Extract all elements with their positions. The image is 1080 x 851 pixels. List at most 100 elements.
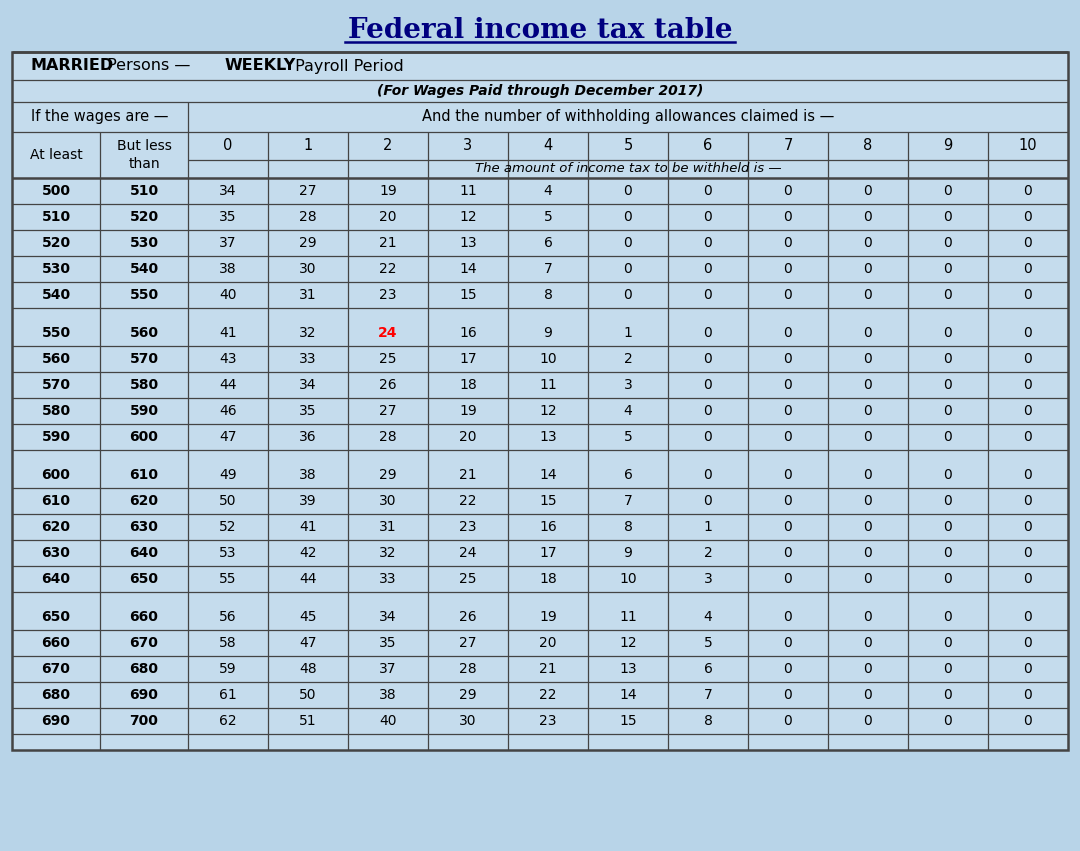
Text: 32: 32	[299, 326, 316, 340]
Text: 45: 45	[299, 610, 316, 624]
Text: 630: 630	[130, 520, 159, 534]
Text: 35: 35	[219, 210, 237, 224]
Text: 690: 690	[41, 714, 70, 728]
Text: 0: 0	[864, 688, 873, 702]
Text: 0: 0	[784, 494, 793, 508]
Text: 9: 9	[943, 139, 953, 153]
Text: 540: 540	[41, 288, 70, 302]
Text: 510: 510	[130, 184, 159, 198]
Text: (For Wages Paid through December 2017): (For Wages Paid through December 2017)	[377, 84, 703, 98]
Text: 12: 12	[459, 210, 476, 224]
Text: 24: 24	[378, 326, 397, 340]
Text: 3: 3	[704, 572, 713, 586]
Text: 0: 0	[864, 210, 873, 224]
Text: 0: 0	[1024, 404, 1032, 418]
Text: 23: 23	[539, 714, 557, 728]
Text: 2: 2	[623, 352, 633, 366]
Text: 0: 0	[784, 326, 793, 340]
Text: 10: 10	[619, 572, 637, 586]
Text: 0: 0	[864, 326, 873, 340]
Text: 5: 5	[704, 636, 713, 650]
Text: If the wages are —: If the wages are —	[31, 110, 168, 124]
Text: 0: 0	[784, 378, 793, 392]
Text: 0: 0	[704, 378, 713, 392]
Text: 52: 52	[219, 520, 237, 534]
Text: 6: 6	[703, 139, 713, 153]
Text: 55: 55	[219, 572, 237, 586]
Text: 43: 43	[219, 352, 237, 366]
Text: 30: 30	[299, 262, 316, 276]
Text: 35: 35	[299, 404, 316, 418]
Text: 50: 50	[219, 494, 237, 508]
Text: 0: 0	[784, 636, 793, 650]
Text: 2: 2	[383, 139, 393, 153]
Text: 0: 0	[944, 184, 953, 198]
Text: 570: 570	[130, 352, 159, 366]
Text: 0: 0	[1024, 688, 1032, 702]
Text: 0: 0	[944, 236, 953, 250]
Text: 0: 0	[784, 430, 793, 444]
Text: 15: 15	[619, 714, 637, 728]
Text: 13: 13	[459, 236, 476, 250]
Text: 30: 30	[459, 714, 476, 728]
Text: 3: 3	[463, 139, 473, 153]
Text: 42: 42	[299, 546, 316, 560]
Text: 50: 50	[299, 688, 316, 702]
Text: 28: 28	[379, 430, 396, 444]
Text: 580: 580	[130, 378, 159, 392]
Text: 20: 20	[379, 210, 396, 224]
Text: Payroll Period: Payroll Period	[291, 59, 404, 73]
Text: 0: 0	[944, 688, 953, 702]
Text: 47: 47	[219, 430, 237, 444]
Text: 9: 9	[543, 326, 553, 340]
Text: 0: 0	[864, 236, 873, 250]
Text: 38: 38	[379, 688, 396, 702]
Text: 33: 33	[379, 572, 396, 586]
Text: 530: 530	[130, 236, 159, 250]
Text: 19: 19	[539, 610, 557, 624]
Text: 10: 10	[1018, 139, 1037, 153]
Text: 0: 0	[704, 210, 713, 224]
Text: 37: 37	[219, 236, 237, 250]
Text: 0: 0	[784, 468, 793, 482]
Text: 660: 660	[130, 610, 159, 624]
Text: 0: 0	[784, 572, 793, 586]
Text: 25: 25	[459, 572, 476, 586]
Text: 4: 4	[543, 184, 552, 198]
Text: 570: 570	[41, 378, 70, 392]
Text: 28: 28	[299, 210, 316, 224]
Text: 0: 0	[944, 662, 953, 676]
Text: 22: 22	[539, 688, 557, 702]
Text: 0: 0	[1024, 430, 1032, 444]
Text: 0: 0	[864, 610, 873, 624]
Text: 62: 62	[219, 714, 237, 728]
Text: 540: 540	[130, 262, 159, 276]
Text: 1: 1	[303, 139, 312, 153]
Text: 11: 11	[619, 610, 637, 624]
Text: 510: 510	[41, 210, 70, 224]
Text: 14: 14	[619, 688, 637, 702]
Text: 47: 47	[299, 636, 316, 650]
Text: 17: 17	[459, 352, 476, 366]
Text: 20: 20	[539, 636, 557, 650]
Text: 11: 11	[539, 378, 557, 392]
Text: 0: 0	[864, 636, 873, 650]
Text: 0: 0	[944, 494, 953, 508]
Text: 3: 3	[623, 378, 633, 392]
Text: 0: 0	[784, 520, 793, 534]
Text: 4: 4	[623, 404, 633, 418]
Text: 6: 6	[623, 468, 633, 482]
Text: 19: 19	[459, 404, 477, 418]
Text: 0: 0	[1024, 572, 1032, 586]
Text: 0: 0	[704, 326, 713, 340]
Text: 690: 690	[130, 688, 159, 702]
Text: 0: 0	[864, 352, 873, 366]
Text: 0: 0	[944, 546, 953, 560]
Text: 0: 0	[944, 326, 953, 340]
Text: 0: 0	[1024, 636, 1032, 650]
Text: 630: 630	[41, 546, 70, 560]
Text: 0: 0	[944, 378, 953, 392]
Text: 25: 25	[379, 352, 396, 366]
Text: 0: 0	[1024, 326, 1032, 340]
Text: 1: 1	[623, 326, 633, 340]
